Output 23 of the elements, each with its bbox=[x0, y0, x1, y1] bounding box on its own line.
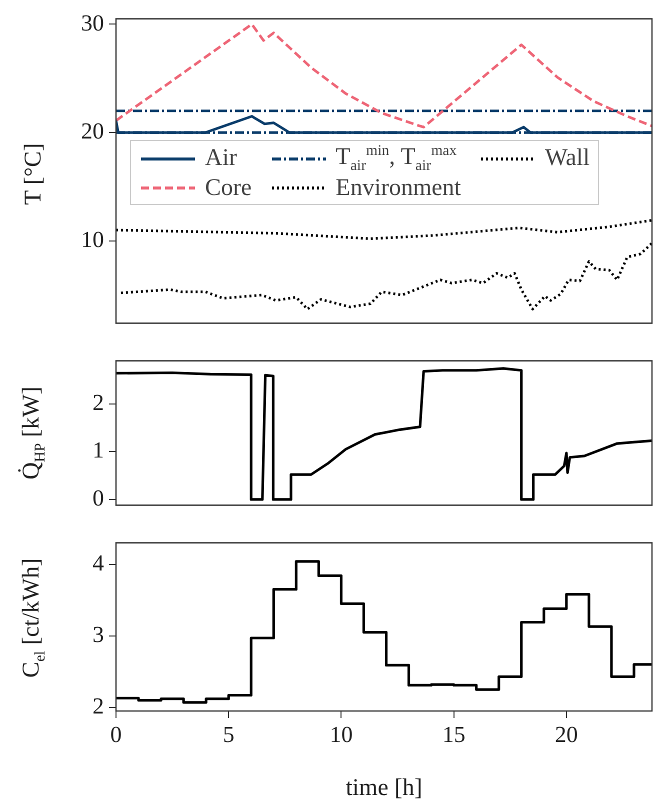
y-tick-label: 3 bbox=[92, 622, 104, 647]
legend-label: Air bbox=[205, 145, 237, 172]
y-tick-label: 1 bbox=[92, 438, 104, 463]
y-tick-label: 2 bbox=[92, 390, 104, 415]
x-tick-label: 5 bbox=[222, 722, 234, 747]
line-series bbox=[116, 22, 652, 128]
y-tick-label: 20 bbox=[81, 118, 104, 144]
y-tick-label: 10 bbox=[81, 226, 104, 252]
x-tick-label: 15 bbox=[442, 722, 466, 747]
y-tick-label: 2 bbox=[92, 693, 104, 718]
y-tick-label: 30 bbox=[81, 10, 104, 36]
legend-label: Wall bbox=[544, 145, 590, 172]
line-series bbox=[120, 242, 652, 310]
y-tick-label: 0 bbox=[92, 486, 104, 511]
x-tick-label: 20 bbox=[554, 722, 578, 747]
legend-label: Environment bbox=[336, 174, 461, 202]
line-series bbox=[116, 218, 652, 240]
y-axis-title: T [°C] bbox=[20, 143, 48, 205]
x-axis-title: time [h] bbox=[346, 774, 422, 801]
y-tick-label: 4 bbox=[92, 550, 104, 576]
x-tick-label: 0 bbox=[110, 722, 122, 747]
legend-label: Core bbox=[205, 174, 252, 202]
x-tick-label: 10 bbox=[330, 722, 353, 747]
